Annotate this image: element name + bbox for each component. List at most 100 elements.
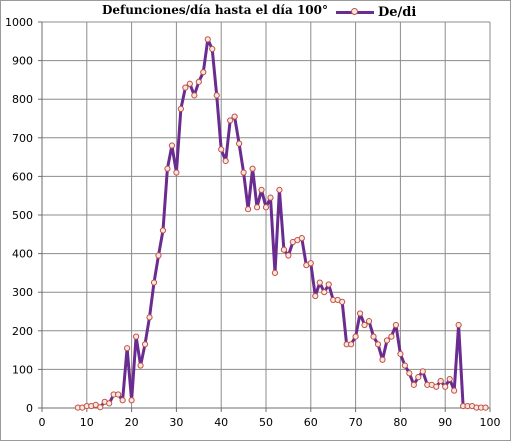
data-point [168, 142, 176, 149]
data-point [253, 204, 261, 211]
data-point [97, 404, 104, 411]
data-point [383, 337, 391, 344]
x-tick-label: 20 [125, 416, 139, 429]
data-point [365, 318, 373, 325]
data-point [244, 206, 252, 213]
legend-marker [351, 8, 358, 15]
y-tick-label: 800 [12, 93, 33, 106]
x-tick-label: 50 [259, 416, 273, 429]
data-point [209, 45, 216, 53]
data-point [132, 333, 140, 340]
data-point [262, 204, 270, 211]
x-tick-label: 40 [214, 416, 228, 429]
x-tick-label: 100 [480, 416, 501, 429]
x-tick-label: 10 [80, 416, 94, 429]
data-point [173, 169, 180, 176]
data-point [213, 92, 220, 99]
y-tick-label: 900 [12, 55, 33, 68]
data-point [280, 246, 288, 253]
x-tick-label: 30 [169, 416, 183, 429]
legend-label: De/di [378, 4, 417, 20]
y-tick-label: 400 [12, 248, 33, 261]
data-point [227, 117, 234, 124]
x-tick-label: 80 [393, 416, 407, 429]
chart-title: Defunciones/día hasta el día 100° [102, 3, 328, 17]
data-point [186, 80, 193, 87]
data-point [249, 165, 256, 172]
y-tick-label: 100 [12, 363, 33, 376]
data-point [236, 140, 243, 147]
data-point [325, 281, 332, 288]
data-point [115, 391, 122, 398]
data-point [455, 321, 462, 329]
data-point [267, 194, 274, 201]
data-point [150, 279, 158, 286]
data-point [200, 69, 207, 76]
data-point [177, 105, 184, 112]
y-tick-label: 1000 [5, 16, 33, 29]
x-tick-label: 70 [349, 416, 363, 429]
data-point [482, 404, 489, 411]
data-point [106, 400, 113, 407]
data-point [316, 279, 323, 286]
data-point [410, 381, 417, 388]
data-point [218, 146, 225, 153]
data-point [285, 252, 292, 259]
y-tick-label: 200 [12, 325, 33, 338]
data-point [437, 377, 444, 385]
data-point [128, 397, 135, 404]
data-point [141, 341, 149, 348]
data-point [406, 370, 413, 377]
y-tick-label: 500 [12, 209, 33, 222]
data-point [155, 252, 162, 259]
data-point [222, 157, 229, 165]
data-point [298, 235, 305, 242]
data-point [164, 165, 171, 172]
x-tick-label: 90 [438, 416, 452, 429]
data-point [392, 321, 400, 329]
data-point [415, 374, 422, 381]
data-point [124, 345, 131, 352]
data-point [182, 84, 189, 91]
data-point [446, 375, 453, 383]
data-point [146, 314, 153, 321]
data-point [361, 321, 368, 329]
data-point [388, 333, 395, 340]
data-point [370, 333, 377, 340]
data-point [321, 289, 328, 296]
y-tick-label: 300 [12, 286, 33, 299]
data-point [276, 186, 283, 194]
y-tick-label: 0 [26, 402, 33, 415]
data-point [159, 227, 167, 234]
data-point [442, 383, 449, 390]
data-point [195, 78, 202, 85]
data-point [352, 333, 359, 340]
data-point [374, 341, 382, 348]
data-point [348, 341, 355, 348]
data-point [191, 92, 198, 99]
data-point [307, 260, 314, 267]
data-point [339, 298, 346, 305]
legend-swatch [336, 5, 374, 19]
data-point [451, 387, 458, 394]
data-point [397, 350, 404, 358]
data-point [240, 169, 247, 176]
y-tick-label: 700 [12, 132, 33, 145]
data-point [312, 292, 319, 300]
data-point [119, 397, 126, 404]
data-point [271, 269, 279, 276]
data-point [419, 368, 426, 375]
data-point [204, 36, 211, 43]
y-tick-label: 600 [12, 170, 33, 183]
legend: De/di [336, 3, 416, 21]
data-point [379, 356, 386, 363]
data-point [401, 362, 408, 369]
data-point [356, 310, 364, 317]
data-point [258, 186, 265, 194]
data-point [137, 362, 144, 369]
data-point [433, 383, 440, 390]
x-tick-label: 60 [304, 416, 318, 429]
x-tick-label: 0 [39, 416, 46, 429]
data-point [231, 113, 238, 120]
